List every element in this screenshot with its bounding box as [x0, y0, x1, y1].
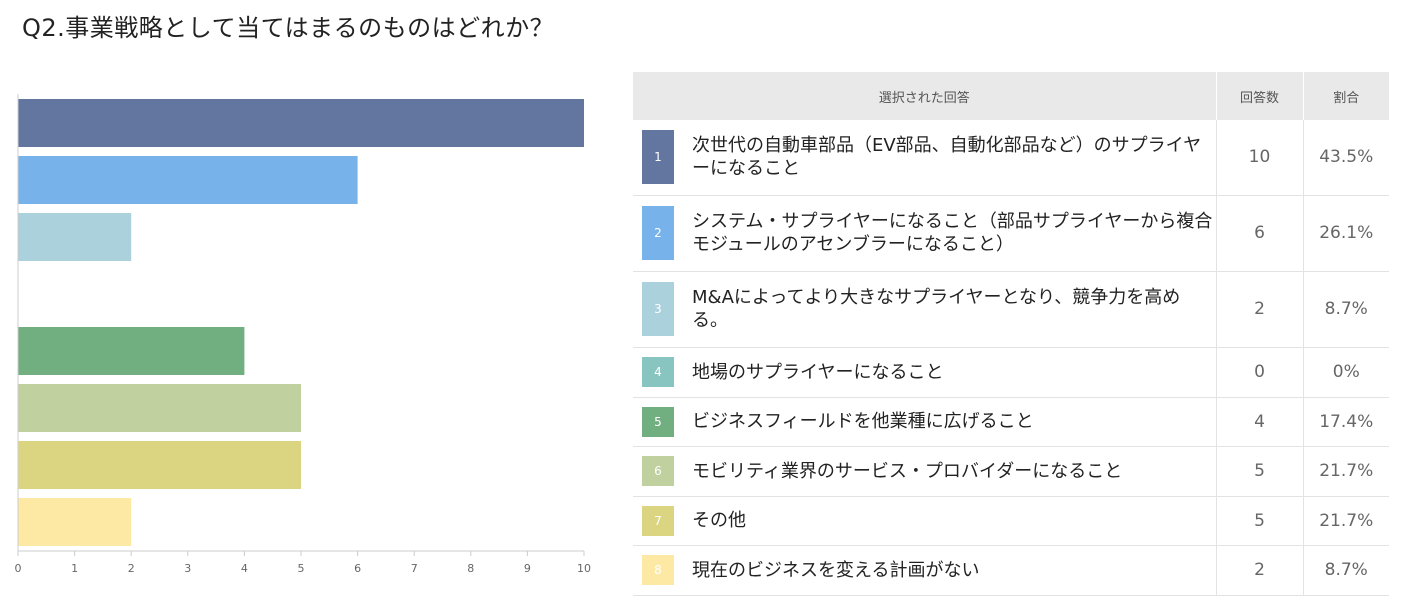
color-swatch: 3: [642, 282, 674, 336]
answer-text: 現在のビジネスを変える計画がない: [692, 559, 980, 581]
x-tick-label: 3: [184, 562, 191, 575]
answer-count: 2: [1215, 545, 1303, 596]
answer-count: 6: [1215, 195, 1303, 272]
x-tick-label: 1: [71, 562, 78, 575]
table-row: 5 ビジネスフィールドを他業種に広げること 4 17.4%: [633, 397, 1389, 447]
color-swatch: 8: [642, 555, 674, 585]
answer-text: 次世代の自動車部品（EV部品、自動化部品など）のサプライヤーになること: [692, 135, 1202, 180]
color-swatch: 2: [642, 206, 674, 260]
answer-percent: 26.1%: [1302, 195, 1389, 272]
answer-percent: 17.4%: [1302, 397, 1389, 447]
answer-text: システム・サプライヤーになること（部品サプライヤーから複合モジュールのアセンブラ…: [692, 211, 1213, 255]
x-tick-label: 7: [411, 562, 418, 575]
table-row: 6 モビリティ業界のサービス・プロバイダーになること 5 21.7%: [633, 446, 1389, 497]
header-answer: 選択された回答: [633, 72, 1217, 120]
table-header-row: 選択された回答 回答数 割合: [633, 72, 1389, 120]
x-tick-label: 0: [15, 562, 22, 575]
x-tick-label: 6: [354, 562, 361, 575]
answer-text: 地場のサプライヤーになること: [692, 361, 944, 383]
answer-percent: 8.7%: [1302, 545, 1389, 596]
header-count: 回答数: [1216, 72, 1304, 120]
table-row: 2 システム・サプライヤーになること（部品サプライヤーから複合モジュールのアセン…: [633, 195, 1389, 272]
color-swatch: 7: [642, 505, 674, 536]
bar-5: [18, 327, 245, 375]
color-swatch: 1: [642, 130, 674, 185]
header-pct: 割合: [1303, 72, 1389, 120]
answer-text: その他: [692, 510, 746, 531]
answer-count: 5: [1215, 496, 1303, 546]
x-tick-label: 8: [467, 562, 474, 575]
color-swatch: 5: [642, 406, 674, 437]
table-row: 4 地場のサプライヤーになること 0 0%: [633, 347, 1389, 398]
color-swatch: 6: [642, 456, 674, 486]
answer-text: ビジネスフィールドを他業種に広げること: [692, 411, 1034, 432]
question-title: Q2.事業戦略として当てはまるのものはどれか？: [22, 14, 555, 42]
answer-percent: 21.7%: [1302, 446, 1389, 497]
answer-count: 0: [1215, 347, 1303, 398]
table-row: 1 次世代の自動車部品（EV部品、自動化部品など）のサプライヤーになること 10…: [633, 120, 1389, 196]
answer-count: 10: [1215, 120, 1303, 196]
table-row: 3 M&Aによってより大きなサプライヤーとなり、競争力を高める。 2 8.7%: [633, 271, 1389, 348]
x-tick-label: 10: [577, 562, 591, 575]
bar-3: [18, 213, 132, 261]
answer-count: 4: [1215, 397, 1303, 447]
answer-table: 選択された回答 回答数 割合 1 次世代の自動車部品（EV部品、自動化部品など）…: [633, 72, 1389, 596]
answer-percent: 8.7%: [1302, 271, 1389, 348]
color-swatch: 4: [642, 357, 674, 387]
table-row: 7 その他 5 21.7%: [633, 496, 1389, 546]
bar-6: [18, 384, 301, 432]
table-row: 8 現在のビジネスを変える計画がない 2 8.7%: [633, 545, 1389, 596]
answer-percent: 0%: [1302, 347, 1389, 398]
answer-text: M&Aによってより大きなサプライヤーとなり、競争力を高める。: [692, 287, 1181, 331]
bar-1: [18, 99, 584, 147]
bar-2: [18, 156, 358, 204]
answer-percent: 21.7%: [1302, 496, 1389, 546]
x-tick-label: 5: [298, 562, 305, 575]
x-tick-label: 2: [128, 562, 135, 575]
answer-count: 2: [1215, 271, 1303, 348]
answer-percent: 43.5%: [1302, 120, 1389, 196]
x-tick-label: 4: [241, 562, 248, 575]
bar-8: [18, 498, 132, 546]
answer-text: モビリティ業界のサービス・プロバイダーになること: [692, 460, 1123, 482]
x-tick-label: 9: [524, 562, 531, 575]
bar-chart: 0 1 2 3 4 5 6 7 8 9 10: [15, 94, 591, 575]
bar-7: [18, 441, 301, 489]
answer-count: 5: [1215, 446, 1303, 497]
